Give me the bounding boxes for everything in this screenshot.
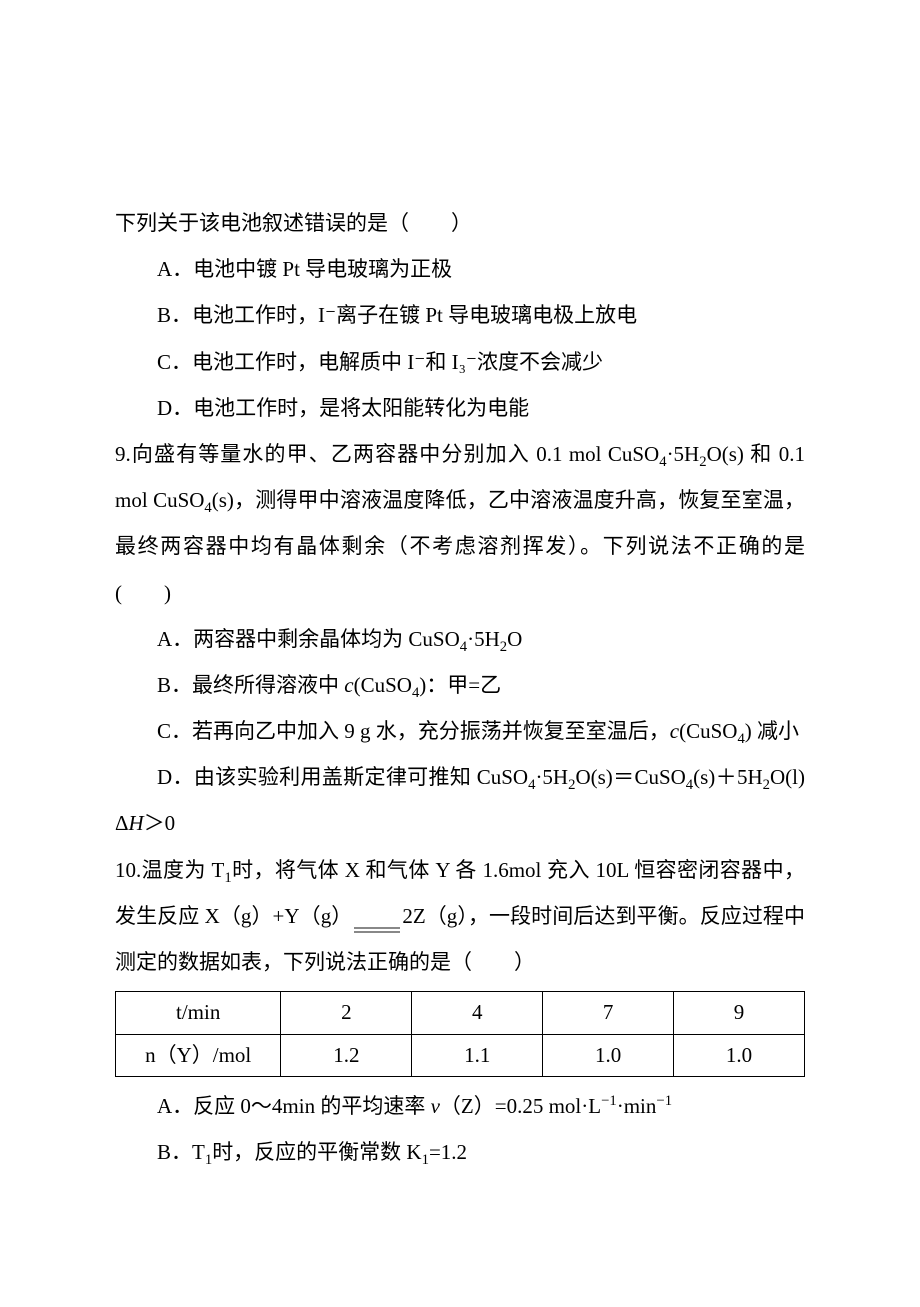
text: )：甲=乙 [419, 673, 501, 697]
sub: 4 [204, 500, 211, 516]
text: (CuSO [354, 673, 412, 697]
text: A．反应 0～4min 的平均速率 [157, 1094, 431, 1118]
q9-option-D: D．由该实验利用盖斯定律可推知 CuSO4·5H2O(s)＝CuSO4(s)＋5… [115, 754, 805, 846]
table-cell: 1.0 [543, 1034, 674, 1076]
table-cell: 1.1 [412, 1034, 543, 1076]
text: C．若再向乙中加入 9 g 水，充分振荡并恢复至室温后， [157, 719, 670, 743]
text: O [507, 627, 522, 651]
table-cell: 4 [412, 992, 543, 1034]
sup: −1 [656, 1093, 672, 1109]
var-c: c [670, 719, 679, 743]
table-cell: t/min [116, 992, 281, 1034]
text: （Z）=0.25 mol·L [440, 1094, 601, 1118]
table-row: n（Y）/mol 1.2 1.1 1.0 1.0 [116, 1034, 805, 1076]
sub: 2 [763, 777, 770, 793]
text: O(s)＝CuSO [575, 765, 685, 789]
q10-option-B: B．T1时，反应的平衡常数 K1=1.2 [115, 1129, 805, 1175]
sub: 2 [699, 454, 706, 470]
var-H: H [129, 811, 144, 835]
text: ) 减小 [745, 719, 799, 743]
q9-stem: 9.向盛有等量水的甲、乙两容器中分别加入 0.1 mol CuSO4·5H2O(… [115, 431, 805, 616]
q10-option-A: A．反应 0～4min 的平均速率 v（Z）=0.25 mol·L−1·min−… [115, 1083, 805, 1129]
q8-option-D: D．电池工作时，是将太阳能转化为电能 [115, 385, 805, 431]
text: (s)，测得甲中溶液温度降低，乙中溶液温度升高，恢复至室温，最终两容器中均有晶体… [115, 488, 805, 604]
text: ·5H [535, 765, 568, 789]
sub: 1 [224, 870, 231, 886]
text: =1.2 [429, 1140, 467, 1164]
q10-stem: 10.温度为 T1时，将气体 X 和气体 Y 各 1.6mol 充入 10L 恒… [115, 847, 805, 986]
table-row: t/min 2 4 7 9 [116, 992, 805, 1034]
q10-data-table: t/min 2 4 7 9 n（Y）/mol 1.2 1.1 1.0 1.0 [115, 991, 805, 1077]
q9-option-C: C．若再向乙中加入 9 g 水，充分振荡并恢复至室温后，c(CuSO4) 减小 [115, 708, 805, 754]
q8-stem: 下列关于该电池叙述错误的是（ ） [115, 200, 805, 246]
q8-option-C: C．电池工作时，电解质中 I⁻和 I₃⁻浓度不会减少 [115, 339, 805, 385]
text: 9.向盛有等量水的甲、乙两容器中分别加入 0.1 mol CuSO [115, 442, 659, 466]
sub: 4 [737, 731, 744, 747]
text: B．最终所得溶液中 [157, 673, 344, 697]
text: ＞0 [144, 811, 176, 835]
table-cell: 1.0 [674, 1034, 805, 1076]
text: ·5H [667, 442, 700, 466]
table-cell: 1.2 [281, 1034, 412, 1076]
text: 时，反应的平衡常数 K [212, 1140, 421, 1164]
text: D．由该实验利用盖斯定律可推知 CuSO [157, 765, 528, 789]
text: ·min [617, 1094, 657, 1118]
sup: −1 [601, 1093, 617, 1109]
table-cell: 9 [674, 992, 805, 1034]
text: B．T [157, 1140, 205, 1164]
var-c: c [344, 673, 353, 697]
sub: 1 [422, 1152, 429, 1168]
q8-option-B: B．电池工作时，I⁻离子在镀 Pt 导电玻璃电极上放电 [115, 292, 805, 338]
q9-option-A: A．两容器中剩余晶体均为 CuSO4·5H2O [115, 616, 805, 662]
q8-option-A: A．电池中镀 Pt 导电玻璃为正极 [115, 246, 805, 292]
text: ·5H [467, 627, 500, 651]
var-v: v [431, 1094, 440, 1118]
sub: 4 [659, 454, 666, 470]
text: A．两容器中剩余晶体均为 CuSO [157, 627, 460, 651]
text: (s)＋5H [693, 765, 763, 789]
text: 10.温度为 T [115, 858, 224, 882]
q9-option-B: B．最终所得溶液中 c(CuSO4)：甲=乙 [115, 662, 805, 708]
text: (CuSO [679, 719, 737, 743]
table-cell: 2 [281, 992, 412, 1034]
table-cell: n（Y）/mol [116, 1034, 281, 1076]
table-cell: 7 [543, 992, 674, 1034]
